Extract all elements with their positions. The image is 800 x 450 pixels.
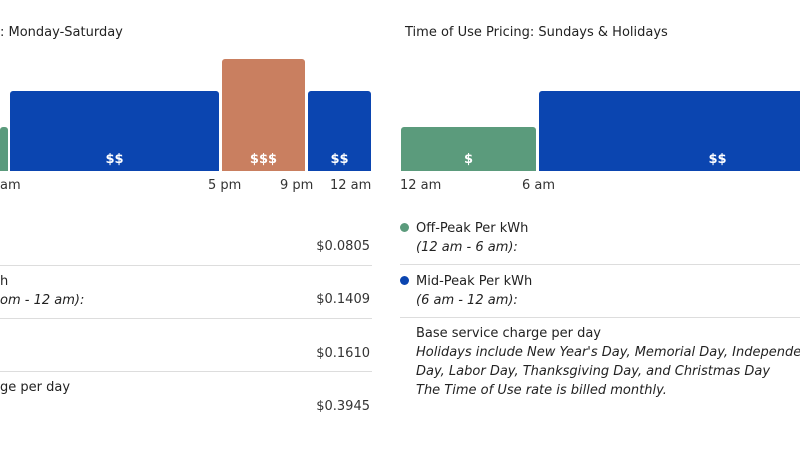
left-rate-price-2: $0.1409	[316, 292, 370, 307]
left-divider-2	[0, 318, 372, 319]
left-divider-3	[0, 371, 372, 372]
right-off-peak-label: Off-Peak Per kWh	[416, 221, 529, 236]
left-bar-on-peak: $$$	[222, 59, 305, 171]
left-tick-5pm: 5 pm	[208, 178, 242, 193]
left-rate-price-1: $0.0805	[316, 239, 370, 254]
left-panel-title: : Monday-Saturday	[0, 25, 123, 40]
right-mid-peak-label: Mid-Peak Per kWh	[416, 274, 533, 289]
holidays-note-line-2: Day, Labor Day, Thanksgiving Day, and Ch…	[416, 364, 771, 379]
right-bar-mid-peak-label: $$	[708, 152, 727, 167]
right-divider-2	[400, 317, 800, 318]
left-bar-mid-peak-night: $$	[308, 91, 371, 171]
left-bar-on-peak-label: $$$	[249, 152, 278, 167]
billing-note: The Time of Use rate is billed monthly.	[416, 383, 667, 398]
right-bar-off-peak: $	[401, 127, 536, 171]
left-rate-range-2: om - 12 am):	[0, 293, 85, 308]
right-tick-12am: 12 am	[400, 178, 442, 193]
left-bar-mid-peak-day-label: $$	[105, 152, 124, 167]
right-panel-title: Time of Use Pricing: Sundays & Holidays	[405, 25, 668, 40]
left-divider-1	[0, 265, 372, 266]
holidays-note-line-1: Holidays include New Year's Day, Memoria…	[416, 345, 800, 360]
right-bar-mid-peak: $$	[539, 91, 800, 171]
right-base-charge-label: Base service charge per day	[416, 326, 601, 341]
right-divider-1	[400, 264, 800, 265]
off-peak-dot-icon	[400, 223, 409, 232]
left-rate-price-3: $0.1610	[316, 346, 370, 361]
left-tick-12am: 12 am	[330, 178, 372, 193]
right-off-peak-range: (12 am - 6 am):	[416, 240, 518, 255]
left-tick-9pm: 9 pm	[280, 178, 314, 193]
left-bar-mid-peak-night-label: $$	[330, 152, 349, 167]
mid-peak-dot-icon	[400, 276, 409, 285]
left-base-charge-label: ge per day	[0, 380, 71, 395]
right-tick-6am: 6 am	[522, 178, 556, 193]
left-rate-label-2: h	[0, 274, 9, 289]
left-tick-am: am	[0, 178, 21, 193]
left-bar-mid-peak-day: $$	[10, 91, 219, 171]
left-bar-off-peak	[0, 127, 8, 171]
right-bar-off-peak-label: $	[463, 152, 474, 167]
left-base-charge-price: $0.3945	[316, 399, 370, 414]
right-mid-peak-range: (6 am - 12 am):	[416, 293, 518, 308]
